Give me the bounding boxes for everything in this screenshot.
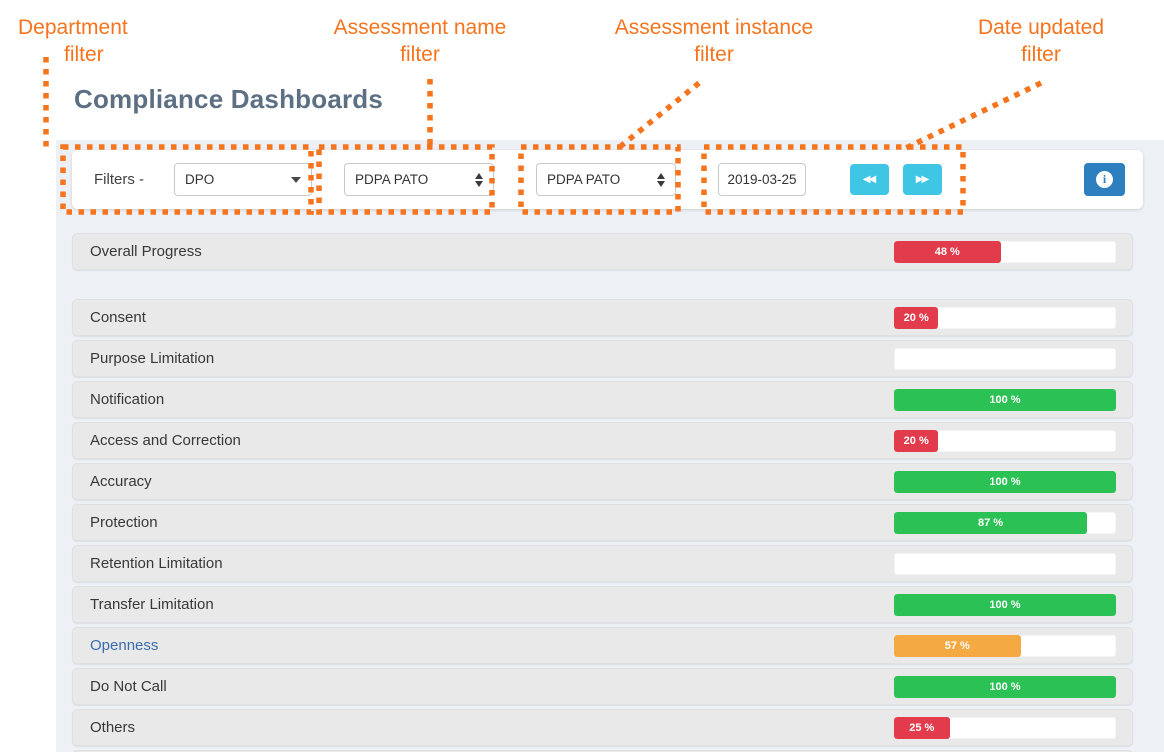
progress-row: Accuracy 100 % (72, 463, 1133, 500)
progress-value: 100 % (989, 598, 1021, 611)
category-label: Access and Correction (90, 432, 241, 449)
progress-track: 100 % (894, 675, 1116, 698)
progress-row: Consent 20 % (72, 299, 1133, 336)
category-label: Transfer Limitation (90, 596, 214, 613)
date-next-button[interactable]: ▶▶ (903, 164, 942, 195)
category-label: Retention Limitation (90, 555, 223, 572)
progress-track (894, 552, 1116, 575)
progress-fill: 20 % (894, 429, 939, 452)
department-dropdown[interactable]: DPO (174, 163, 312, 196)
info-icon: i (1096, 171, 1113, 188)
annotation-line2: filter (64, 43, 104, 66)
progress-fill: 57 % (894, 634, 1021, 657)
category-label: Others (90, 719, 136, 736)
annotation-line2: filter (1021, 43, 1061, 66)
category-label: Consent (90, 309, 146, 326)
progress-row: Access and Correction 20 % (72, 422, 1133, 459)
info-button[interactable]: i (1084, 163, 1125, 196)
progress-row: Protection 87 % (72, 504, 1133, 541)
progress-value: 25 % (909, 721, 935, 734)
progress-track: 100 % (894, 593, 1116, 616)
annotation-assessment-name-filter: Assessment name filter (297, 14, 543, 68)
progress-track: 20 % (894, 429, 1116, 452)
category-label[interactable]: Openness (90, 637, 159, 654)
progress-row: Notification 100 % (72, 381, 1133, 418)
annotation-line1: Assessment name (333, 16, 507, 39)
progress-value: 100 % (989, 393, 1021, 406)
annotation-department-filter: Department filter (18, 14, 128, 68)
date-previous-button[interactable]: ◀◀ (850, 164, 889, 195)
progress-row: Overall Progress 48 % (72, 233, 1133, 270)
progress-row: Purpose Limitation (72, 340, 1133, 377)
annotation-line1: Date updated (977, 16, 1105, 39)
progress-track: 57 % (894, 634, 1116, 657)
category-label: Purpose Limitation (90, 350, 215, 367)
chevron-down-icon (291, 176, 301, 183)
progress-track: 48 % (894, 240, 1116, 263)
select-arrows-icon (657, 172, 665, 187)
assessment-name-select-value: PDPA PATO (355, 172, 429, 187)
select-arrows-icon (475, 172, 483, 187)
fast-backward-icon: ◀◀ (862, 174, 876, 185)
date-updated-input[interactable] (718, 163, 806, 196)
progress-fill: 100 % (894, 593, 1116, 616)
progress-fill: 100 % (894, 675, 1116, 698)
assessment-instance-select-value: PDPA PATO (547, 172, 621, 187)
connector-assessment-instance (619, 80, 701, 149)
progress-fill: 100 % (894, 470, 1116, 493)
progress-value: 87 % (978, 516, 1004, 529)
page-title: Compliance Dashboards (74, 84, 384, 114)
annotation-line2: filter (400, 43, 440, 66)
assessment-name-select[interactable]: PDPA PATO (344, 163, 494, 196)
progress-value: 100 % (989, 475, 1021, 488)
progress-fill: 25 % (894, 716, 950, 739)
progress-value: 20 % (903, 434, 929, 447)
progress-row: Openness 57 % (72, 627, 1133, 664)
fast-forward-icon: ▶▶ (915, 174, 929, 185)
filters-label: Filters - (94, 171, 144, 188)
category-label: Do Not Call (90, 678, 167, 695)
progress-fill: 100 % (894, 388, 1116, 411)
progress-row: Others 25 % (72, 709, 1133, 746)
progress-row: Retention Limitation (72, 545, 1133, 582)
category-label: Notification (90, 391, 165, 408)
progress-track: 100 % (894, 470, 1116, 493)
rows-container: Overall Progress 48 % Consent 20 % Purpo… (72, 233, 1133, 752)
filter-bar: Filters - DPO PDPA PATO PDPA PATO ◀◀ ▶▶ … (72, 150, 1143, 209)
annotation-line1: Department (18, 16, 128, 39)
progress-fill: 48 % (894, 240, 1001, 263)
category-label: Accuracy (90, 473, 152, 490)
progress-value: 48 % (934, 245, 960, 258)
department-dropdown-value: DPO (185, 172, 215, 187)
progress-track: 25 % (894, 716, 1116, 739)
progress-value: 57 % (944, 639, 970, 652)
progress-row: Transfer Limitation 100 % (72, 586, 1133, 623)
annotation-date-updated-filter: Date updated filter (928, 14, 1154, 68)
progress-row: Do Not Call 100 % (72, 668, 1133, 705)
progress-value: 20 % (903, 311, 929, 324)
progress-fill: 87 % (894, 511, 1088, 534)
progress-track: 100 % (894, 388, 1116, 411)
category-label: Overall Progress (90, 243, 202, 260)
progress-value: 100 % (989, 680, 1021, 693)
progress-fill: 20 % (894, 306, 939, 329)
category-label: Protection (90, 514, 158, 531)
progress-track: 20 % (894, 306, 1116, 329)
connector-date-updated (904, 80, 1043, 151)
annotation-line1: Assessment instance (614, 16, 814, 39)
annotation-assessment-instance-filter: Assessment instance filter (570, 14, 858, 68)
assessment-instance-select[interactable]: PDPA PATO (536, 163, 676, 196)
progress-track: 87 % (894, 511, 1116, 534)
annotation-line2: filter (694, 43, 734, 66)
progress-track (894, 347, 1116, 370)
